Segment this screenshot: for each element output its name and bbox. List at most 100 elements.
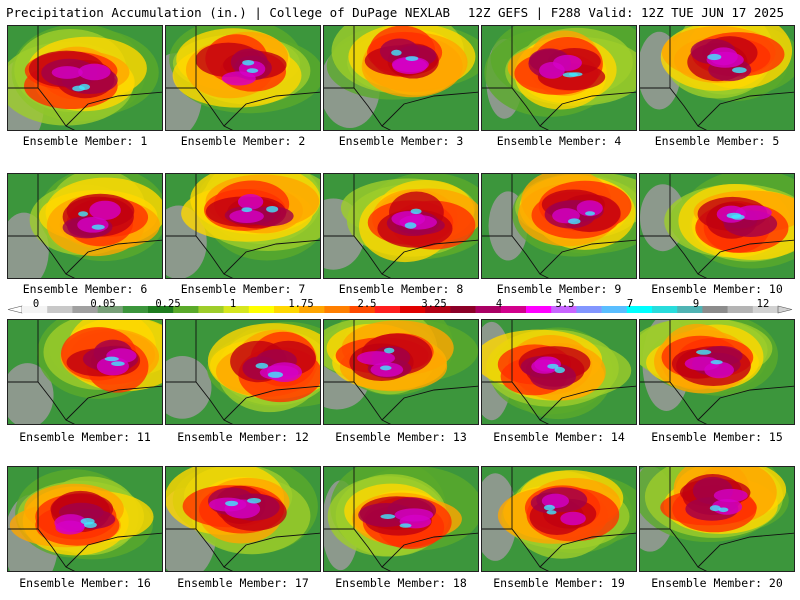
colorbar-tick-label: 0.05 (90, 298, 116, 310)
run-valid-time: 12Z GEFS | F288 Valid: 12Z TUE JUN 17 20… (467, 5, 784, 20)
precipitation-colorbar (7, 305, 793, 314)
ensemble-panel-12 (165, 319, 321, 425)
ensemble-panel-8 (323, 173, 479, 279)
member-caption-3: Ensemble Member: 3 (338, 134, 464, 148)
border-lines (8, 26, 162, 130)
colorbar-swatch (47, 306, 73, 313)
colorbar-tick-label: 5.5 (555, 298, 575, 310)
ensemble-panel-18 (323, 466, 479, 572)
precip-map (8, 467, 162, 571)
precip-map (166, 174, 320, 278)
border-lines (166, 174, 320, 278)
precip-map (640, 467, 794, 571)
border-lines (640, 467, 794, 571)
ensemble-panel-14 (481, 319, 637, 425)
precip-map (324, 26, 478, 130)
ensemble-panel-13 (323, 319, 479, 425)
ensemble-panel-17 (165, 466, 321, 572)
member-caption-18: Ensemble Member: 18 (335, 576, 467, 590)
ensemble-panel-19 (481, 466, 637, 572)
border-lines (482, 467, 636, 571)
precip-map (166, 467, 320, 571)
member-caption-12: Ensemble Member: 12 (177, 430, 309, 444)
border-lines (324, 26, 478, 130)
colorbar-swatch (274, 306, 300, 313)
colorbar-swatch (173, 306, 199, 313)
colorbar-swatch (122, 306, 149, 313)
colorbar-swatch (425, 306, 451, 313)
ensemble-panel-1 (7, 25, 163, 131)
colorbar-tick-label: 12 (756, 298, 770, 310)
colorbar-swatch (551, 306, 577, 313)
ensemble-panel-6 (7, 173, 163, 279)
precip-map (166, 320, 320, 424)
precip-map (324, 467, 478, 571)
colorbar-swatch (652, 306, 678, 313)
ensemble-panel-16 (7, 466, 163, 572)
precip-map (640, 26, 794, 130)
colorbar-tick-label: 0.25 (155, 298, 181, 310)
colorbar-swatch (727, 306, 754, 313)
member-caption-14: Ensemble Member: 14 (493, 430, 625, 444)
colorbar-tick-label: 1 (229, 298, 237, 310)
colorbar-swatch (601, 306, 628, 313)
colorbar-swatch (22, 306, 48, 313)
colorbar-swatch (248, 306, 275, 313)
border-lines (166, 26, 320, 130)
colorbar-swatch (198, 306, 224, 313)
ensemble-panel-11 (7, 319, 163, 425)
ensemble-panel-2 (165, 25, 321, 131)
member-caption-20: Ensemble Member: 20 (651, 576, 783, 590)
ensemble-panel-3 (323, 25, 479, 131)
precip-map (482, 174, 636, 278)
precip-map (324, 320, 478, 424)
precip-map (482, 26, 636, 130)
precip-map (640, 174, 794, 278)
member-caption-10: Ensemble Member: 10 (651, 282, 783, 296)
member-caption-9: Ensemble Member: 9 (496, 282, 622, 296)
colorbar-swatch (223, 306, 250, 313)
ensemble-panel-5 (639, 25, 795, 131)
precip-map (324, 174, 478, 278)
colorbar-swatch (677, 306, 703, 313)
colorbar-tick-label: 7 (626, 298, 634, 310)
colorbar-swatch (500, 306, 527, 313)
member-caption-5: Ensemble Member: 5 (654, 134, 780, 148)
ensemble-panel-9 (481, 173, 637, 279)
border-lines (324, 174, 478, 278)
ensemble-panel-7 (165, 173, 321, 279)
colorbar-swatch (72, 306, 98, 313)
border-lines (166, 467, 320, 571)
border-lines (166, 320, 320, 424)
member-caption-13: Ensemble Member: 13 (335, 430, 467, 444)
member-caption-8: Ensemble Member: 8 (338, 282, 464, 296)
colorbar-swatch (752, 306, 779, 313)
member-caption-19: Ensemble Member: 19 (493, 576, 625, 590)
colorbar-swatch (400, 306, 426, 313)
colorbar-tick-label: 4 (495, 298, 503, 310)
member-caption-16: Ensemble Member: 16 (19, 576, 151, 590)
border-lines (640, 26, 794, 130)
colorbar-tick-label: 1.75 (288, 298, 314, 310)
colorbar-swatch (148, 306, 174, 313)
precip-map (482, 320, 636, 424)
border-lines (324, 467, 478, 571)
border-lines (640, 174, 794, 278)
ensemble-panel-10 (639, 173, 795, 279)
colorbar-swatch (526, 306, 552, 313)
border-lines (640, 320, 794, 424)
border-lines (482, 320, 636, 424)
colorbar-tick-label: 2.5 (357, 298, 377, 310)
member-caption-2: Ensemble Member: 2 (180, 134, 306, 148)
member-caption-4: Ensemble Member: 4 (496, 134, 622, 148)
chart-title: Precipitation Accumulation (in.) | Colle… (6, 5, 451, 20)
precip-map (8, 174, 162, 278)
colorbar-swatch (299, 306, 325, 313)
colorbar-swatch (475, 306, 502, 313)
colorbar-left-arrow (7, 305, 23, 314)
colorbar-swatch (349, 306, 376, 313)
colorbar-tick-label: 0 (32, 298, 40, 310)
border-lines (482, 26, 636, 130)
colorbar-tick-label: 3.25 (421, 298, 447, 310)
colorbar-tick-label: 9 (692, 298, 700, 310)
